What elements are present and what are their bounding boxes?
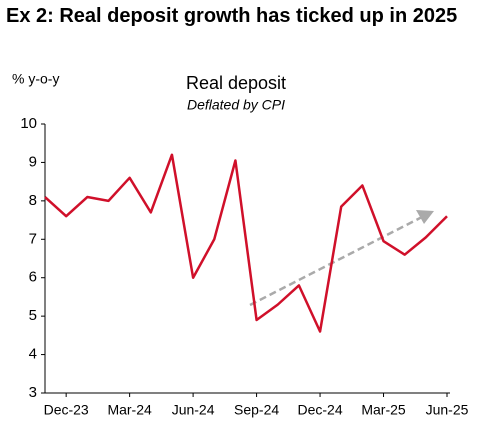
y-axis-label: % y-o-y [12,71,59,87]
y-tick-label: 8 [29,192,37,209]
x-tick-label: Mar-24 [107,402,152,418]
page-title: Ex 2: Real deposit growth has ticked up … [6,5,458,27]
y-tick-label: 9 [29,153,37,170]
y-tick-label: 7 [29,230,37,247]
x-tick-label: Dec-24 [297,402,342,418]
x-tick-label: Jun-24 [172,402,215,418]
y-tick-label: 3 [29,384,37,401]
x-tick-label: Jun-25 [426,402,469,418]
x-tick-label: Dec-23 [44,402,89,418]
data-line [44,153,448,333]
x-tick-label: Sep-24 [234,402,279,418]
x-tick-label: Mar-25 [361,402,406,418]
trend-arrow [249,210,434,307]
y-tick-label: 5 [29,307,37,324]
chart-subtitle: Deflated by CPI [187,97,285,113]
y-tick-label: 10 [20,115,37,132]
y-tick-label: 4 [29,346,37,363]
chart-title: Real deposit [186,73,286,93]
y-tick-label: 6 [29,269,37,286]
